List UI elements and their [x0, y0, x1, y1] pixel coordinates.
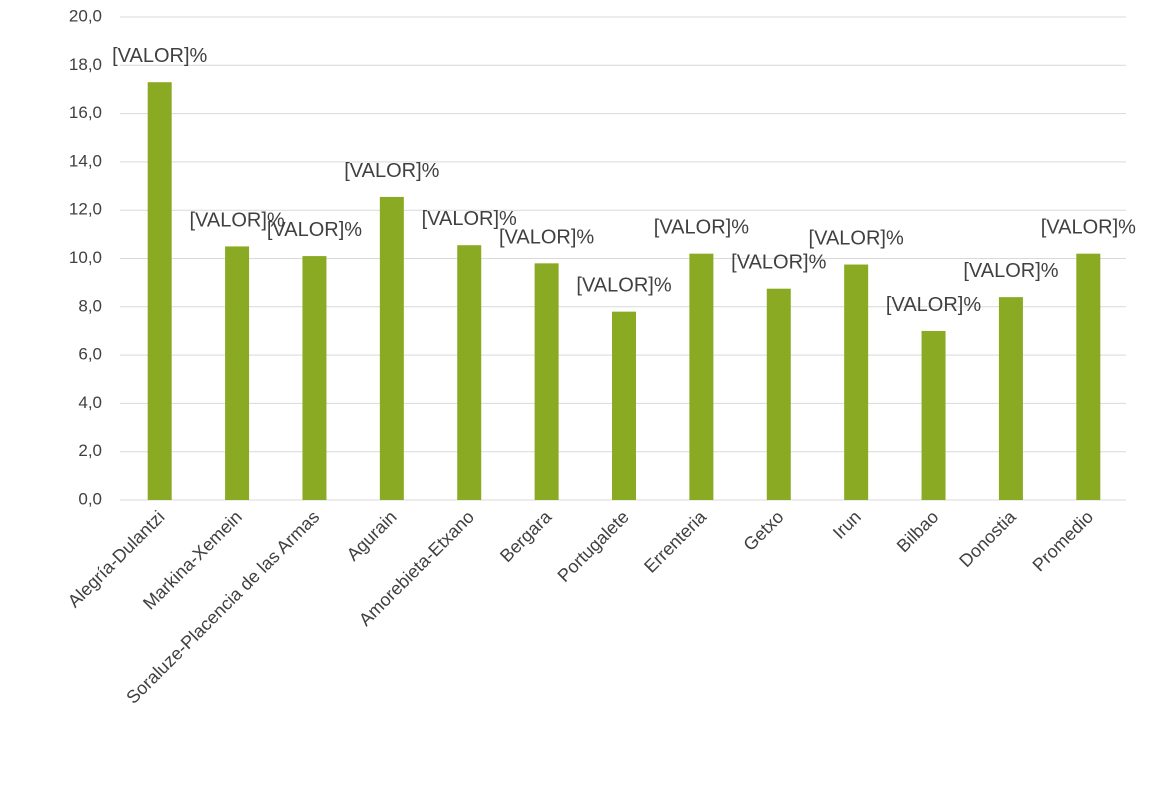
y-tick-label: 16,0: [69, 103, 102, 122]
value-label: [VALOR]%: [422, 208, 517, 230]
bar: [457, 245, 482, 500]
value-label: [VALOR]%: [731, 252, 826, 274]
x-tick-label: Errenteria: [640, 506, 711, 577]
y-tick-label: 14,0: [69, 151, 102, 170]
bar: [844, 264, 869, 500]
x-tick-label: Irun: [829, 507, 865, 543]
y-tick-label: 8,0: [78, 296, 102, 315]
x-tick-label: Bergara: [496, 506, 556, 566]
bar: [612, 311, 636, 500]
value-label: [VALOR]%: [1041, 217, 1136, 239]
bar: [1076, 253, 1101, 500]
y-tick-label: 10,0: [69, 248, 102, 267]
bar: [766, 288, 791, 500]
bar: [225, 246, 250, 500]
value-label: [VALOR]%: [809, 228, 904, 250]
y-tick-label: 4,0: [78, 393, 102, 412]
value-label: [VALOR]%: [576, 275, 671, 297]
y-tick-label: 0,0: [78, 489, 102, 508]
bar: [921, 330, 946, 500]
value-label: [VALOR]%: [886, 294, 981, 316]
y-tick-label: 12,0: [69, 200, 102, 219]
y-tick-label: 6,0: [78, 345, 102, 364]
bar: [379, 196, 404, 501]
value-label: [VALOR]%: [963, 260, 1058, 282]
y-tick-label: 2,0: [78, 441, 102, 460]
y-tick-label: 20,0: [69, 6, 102, 25]
bar: [534, 263, 559, 500]
y-tick-label: 18,0: [69, 55, 102, 74]
x-tick-label: Promedio: [1029, 507, 1098, 576]
value-label: [VALOR]%: [654, 217, 749, 239]
x-tick-label: Agurain: [343, 507, 401, 565]
x-tick-label: Getxo: [739, 507, 787, 555]
value-label: [VALOR]%: [189, 209, 284, 231]
bar: [998, 297, 1023, 500]
bar: [689, 253, 714, 500]
bar: [302, 256, 327, 500]
x-tick-label: Donostia: [955, 506, 1020, 571]
value-label: [VALOR]%: [344, 160, 439, 182]
value-label: [VALOR]%: [267, 219, 362, 241]
value-label: [VALOR]%: [499, 226, 594, 248]
x-tick-label: Portugalete: [554, 507, 633, 586]
value-label: [VALOR]%: [112, 45, 207, 67]
bar: [147, 82, 172, 500]
x-tick-label: Bilbao: [893, 507, 943, 557]
